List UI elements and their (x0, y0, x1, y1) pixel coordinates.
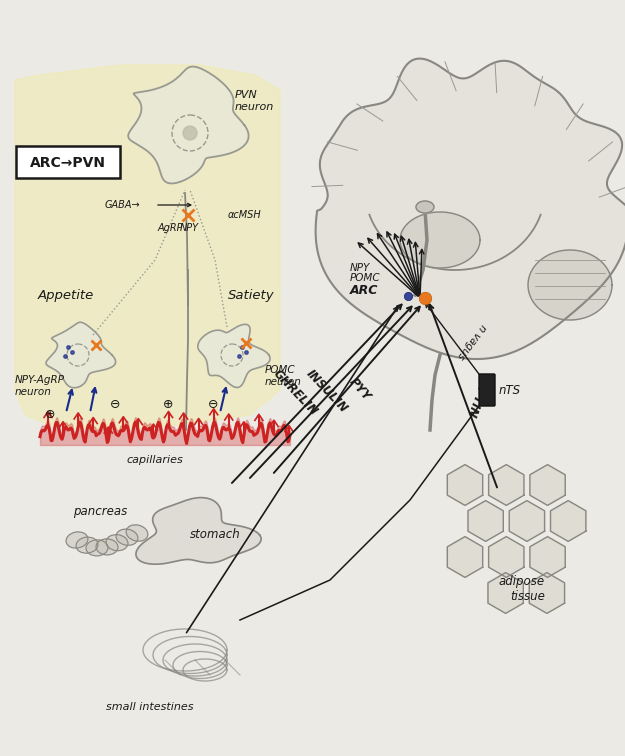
Text: adipose
tissue: adipose tissue (499, 575, 545, 603)
Text: ARC: ARC (350, 284, 378, 296)
Polygon shape (530, 537, 565, 578)
Text: INSULIN: INSULIN (303, 367, 350, 416)
Text: POMC: POMC (350, 273, 381, 283)
Polygon shape (488, 572, 523, 613)
Text: NPY: NPY (350, 263, 371, 273)
Ellipse shape (116, 529, 138, 545)
Polygon shape (551, 500, 586, 541)
Circle shape (183, 126, 197, 140)
Polygon shape (489, 537, 524, 578)
Polygon shape (509, 500, 544, 541)
Text: small intestines: small intestines (106, 702, 194, 712)
Text: ⊖: ⊖ (208, 398, 218, 411)
Text: POMC
neuron: POMC neuron (265, 365, 302, 386)
Polygon shape (448, 537, 482, 578)
Text: GHRELIN: GHRELIN (271, 367, 320, 419)
Ellipse shape (76, 537, 98, 553)
Text: capillaries: capillaries (127, 455, 183, 465)
Polygon shape (136, 497, 261, 564)
Text: NPY-AgRP
neuron: NPY-AgRP neuron (15, 375, 65, 397)
Ellipse shape (126, 525, 148, 541)
Ellipse shape (86, 540, 108, 556)
Polygon shape (198, 324, 270, 388)
Text: stomach: stomach (189, 528, 241, 541)
Polygon shape (316, 59, 625, 359)
Polygon shape (448, 465, 482, 506)
Ellipse shape (106, 534, 128, 550)
Text: Appetite: Appetite (38, 289, 94, 302)
Polygon shape (528, 250, 612, 320)
Text: GABA→: GABA→ (104, 200, 140, 210)
Polygon shape (15, 65, 280, 430)
Polygon shape (530, 465, 565, 506)
FancyBboxPatch shape (479, 374, 495, 406)
Text: PYY: PYY (346, 375, 373, 403)
Text: ⊖: ⊖ (110, 398, 120, 411)
Polygon shape (46, 322, 116, 388)
Text: ARC→PVN: ARC→PVN (30, 156, 106, 170)
Text: nTS: nTS (499, 383, 521, 396)
Text: ⊕: ⊕ (45, 408, 55, 422)
Text: ⊕: ⊕ (162, 398, 173, 411)
Polygon shape (400, 212, 480, 268)
Text: pancreas: pancreas (73, 505, 127, 518)
Ellipse shape (96, 539, 118, 555)
Text: αcMSH: αcMSH (228, 210, 262, 220)
Ellipse shape (66, 532, 88, 548)
Text: n vagus: n vagus (456, 321, 488, 361)
Polygon shape (489, 465, 524, 506)
Polygon shape (128, 67, 249, 184)
Text: PVN
neuron: PVN neuron (235, 90, 274, 112)
Text: LEPTIN: LEPTIN (464, 371, 492, 419)
Text: Satiety: Satiety (228, 289, 275, 302)
Text: AgRP: AgRP (158, 223, 184, 233)
Polygon shape (468, 500, 503, 541)
Ellipse shape (416, 201, 434, 213)
Text: NPY: NPY (180, 223, 199, 233)
FancyBboxPatch shape (16, 146, 120, 178)
Polygon shape (529, 572, 564, 613)
